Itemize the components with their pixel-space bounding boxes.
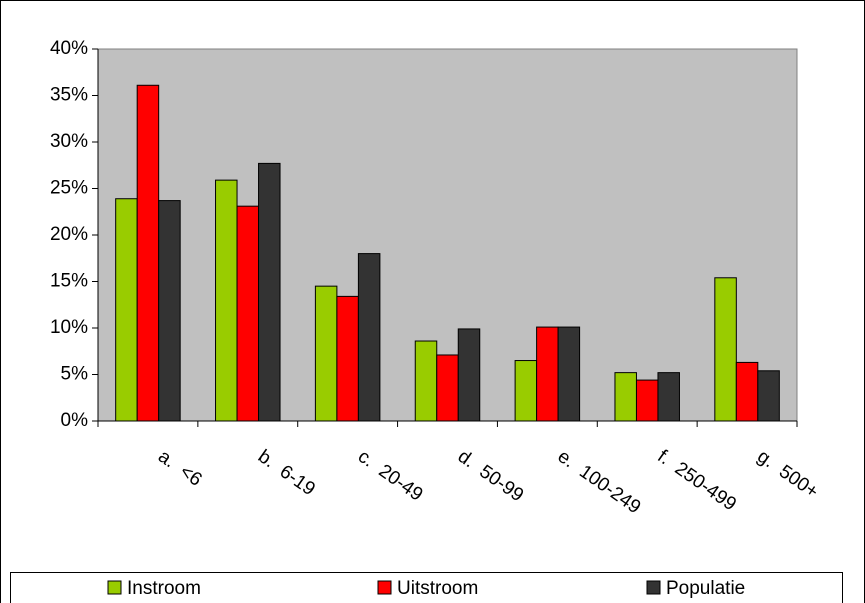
y-tick-label: 0% bbox=[61, 410, 89, 431]
legend-swatch bbox=[377, 580, 392, 595]
y-tick-label: 10% bbox=[50, 317, 88, 338]
legend-label: Instroom bbox=[127, 578, 201, 599]
bar bbox=[158, 200, 181, 422]
bar bbox=[136, 84, 160, 422]
bar bbox=[336, 295, 359, 422]
y-tick-label: 5% bbox=[61, 364, 89, 385]
bar bbox=[115, 198, 138, 422]
bar bbox=[557, 326, 581, 422]
y-tick-label: 35% bbox=[50, 85, 88, 106]
y-tick-label: 25% bbox=[50, 178, 88, 199]
bar bbox=[357, 253, 381, 422]
bar bbox=[635, 379, 659, 422]
legend-label: Uitstroom bbox=[397, 578, 478, 599]
bar bbox=[536, 326, 559, 422]
y-tick-label: 30% bbox=[50, 131, 88, 152]
legend-swatch bbox=[646, 580, 661, 595]
bar bbox=[457, 328, 481, 422]
bar bbox=[215, 179, 238, 422]
bar bbox=[314, 285, 338, 422]
y-tick-label: 15% bbox=[50, 271, 88, 292]
bar bbox=[614, 372, 637, 422]
bar bbox=[236, 205, 260, 422]
bar bbox=[436, 354, 459, 422]
bar bbox=[757, 370, 780, 422]
legend-box bbox=[10, 572, 843, 603]
legend-label: Populatie bbox=[666, 578, 745, 599]
bar bbox=[414, 340, 438, 422]
bar bbox=[657, 372, 680, 422]
bar bbox=[514, 360, 538, 422]
y-tick-label: 20% bbox=[50, 224, 88, 245]
legend-swatch bbox=[107, 580, 122, 595]
y-tick-label: 40% bbox=[50, 38, 88, 59]
bar bbox=[258, 162, 281, 422]
bar bbox=[714, 277, 737, 422]
bar bbox=[735, 361, 759, 422]
